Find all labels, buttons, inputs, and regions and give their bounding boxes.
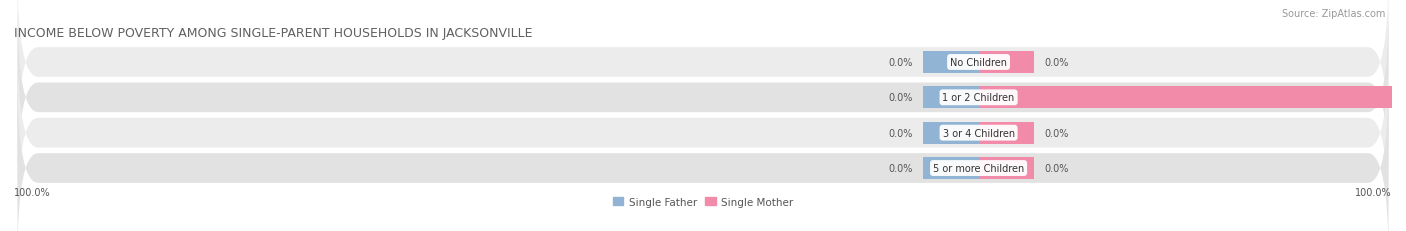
Text: Source: ZipAtlas.com: Source: ZipAtlas.com <box>1281 9 1385 19</box>
Text: 100.0%: 100.0% <box>1355 188 1392 198</box>
Text: 0.0%: 0.0% <box>1045 128 1069 138</box>
Text: 0.0%: 0.0% <box>889 163 912 173</box>
Bar <box>924 87 979 109</box>
Legend: Single Father, Single Mother: Single Father, Single Mother <box>609 193 797 211</box>
Text: 100.0%: 100.0% <box>14 188 51 198</box>
FancyBboxPatch shape <box>17 77 1389 231</box>
Bar <box>924 52 979 74</box>
Text: 0.0%: 0.0% <box>1045 163 1069 173</box>
FancyBboxPatch shape <box>17 7 1389 189</box>
Text: 0.0%: 0.0% <box>1045 58 1069 68</box>
Bar <box>979 157 1033 179</box>
Text: INCOME BELOW POVERTY AMONG SINGLE-PARENT HOUSEHOLDS IN JACKSONVILLE: INCOME BELOW POVERTY AMONG SINGLE-PARENT… <box>14 27 533 40</box>
Bar <box>979 52 1033 74</box>
Bar <box>979 87 1406 109</box>
Bar <box>924 157 979 179</box>
Text: 1 or 2 Children: 1 or 2 Children <box>942 93 1015 103</box>
Text: 3 or 4 Children: 3 or 4 Children <box>942 128 1015 138</box>
Text: 0.0%: 0.0% <box>889 128 912 138</box>
Text: 0.0%: 0.0% <box>889 58 912 68</box>
Bar <box>924 122 979 144</box>
FancyBboxPatch shape <box>17 0 1389 154</box>
FancyBboxPatch shape <box>17 42 1389 224</box>
Text: 0.0%: 0.0% <box>889 93 912 103</box>
Bar <box>979 122 1033 144</box>
Text: 5 or more Children: 5 or more Children <box>934 163 1024 173</box>
Text: No Children: No Children <box>950 58 1007 68</box>
